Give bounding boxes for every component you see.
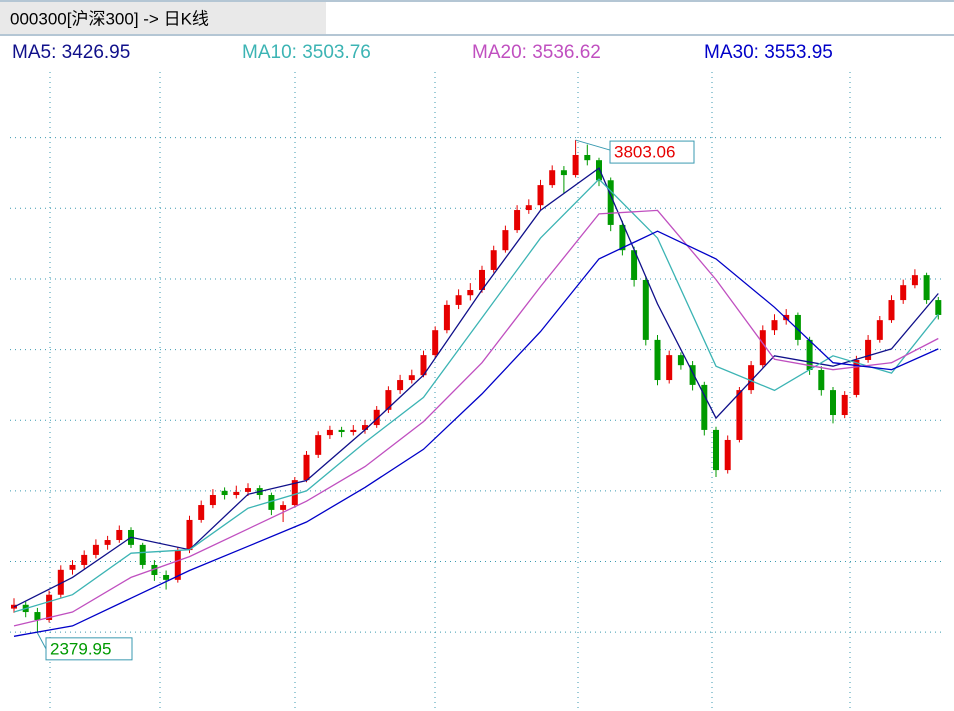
candle-body: [830, 390, 836, 416]
candle-body: [315, 435, 322, 455]
candle-body: [408, 375, 415, 381]
candle-body: [677, 355, 684, 366]
candle-body: [666, 355, 673, 381]
candle-body: [326, 429, 333, 436]
candle-body: [853, 359, 860, 395]
candle-body: [221, 490, 228, 496]
candle-body: [689, 365, 696, 385]
candle-body: [116, 529, 123, 541]
candle-body: [268, 495, 275, 510]
candle-body: [34, 612, 41, 621]
candle-body: [572, 154, 579, 176]
candle-body: [209, 495, 216, 506]
legend-entry: MA10: 3503.76: [242, 42, 371, 63]
candle-body: [759, 330, 766, 366]
candle-body: [806, 339, 813, 371]
candle-body: [514, 210, 521, 231]
candle-body: [186, 519, 193, 551]
candle-body: [865, 339, 872, 360]
candle-body: [911, 275, 918, 286]
high-label: 3803.06: [614, 143, 675, 162]
candle-body: [163, 575, 170, 580]
legend-entry: MA30: 3553.95: [704, 42, 833, 63]
candle-body: [888, 300, 895, 321]
candle-body: [432, 330, 439, 356]
low-label: 2379.95: [50, 639, 111, 658]
candle-body: [935, 300, 942, 315]
candle-body: [420, 355, 427, 376]
candle-body: [104, 540, 111, 545]
candle-body: [151, 564, 158, 575]
candle-body: [549, 170, 556, 186]
candle-body: [350, 429, 357, 432]
candle-body: [69, 564, 76, 570]
candle-body: [654, 339, 661, 381]
candle-body: [642, 279, 649, 340]
candle-body: [397, 380, 404, 391]
candle-body: [713, 429, 719, 471]
high-pointer: [575, 139, 611, 151]
candle-body: [841, 394, 848, 416]
chart-title: 000300[沪深300] -> 日K线: [10, 9, 209, 28]
candle-body: [139, 544, 146, 565]
candle-body: [198, 505, 205, 520]
candle-body: [560, 170, 567, 176]
candle-body: [701, 384, 708, 430]
candle-body: [467, 290, 474, 296]
candle-body: [385, 390, 392, 410]
candle-body: [291, 480, 298, 506]
candle-body: [57, 569, 64, 595]
ma-line: [13, 167, 939, 608]
legend-entry: MA5: 3426.95: [12, 42, 130, 63]
candle-body: [233, 491, 240, 496]
candle-body: [280, 505, 287, 510]
candle-body: [174, 550, 181, 580]
ma-line: [13, 178, 939, 613]
candle-body: [46, 594, 53, 621]
candle-body: [748, 365, 755, 391]
candle-body: [502, 230, 509, 251]
candle-body: [596, 160, 602, 181]
low-label-box: [45, 637, 133, 661]
candle-body: [362, 425, 368, 430]
legend-entry: MA20: 3536.62: [472, 42, 601, 63]
ma-line: [13, 209, 939, 627]
candle-body: [794, 314, 801, 340]
title-bar: [0, 2, 326, 34]
candle-body: [81, 554, 88, 565]
high-label-box: [609, 140, 695, 164]
candle-body: [771, 320, 778, 331]
candle-body: [876, 320, 883, 340]
candle-body: [537, 185, 544, 206]
low-pointer: [36, 632, 47, 650]
candle-body: [303, 454, 310, 481]
ma-line: [13, 230, 939, 637]
candle-body: [92, 544, 99, 555]
candle-body: [724, 439, 731, 471]
candle-body: [900, 285, 907, 301]
candle-body: [923, 275, 930, 301]
candle-body: [607, 180, 614, 225]
candle-body: [525, 205, 532, 211]
candle-body: [373, 409, 380, 426]
candle-body: [584, 154, 591, 161]
candle-body: [490, 250, 497, 270]
candle-body: [443, 304, 450, 331]
candle-body: [736, 390, 743, 440]
candle-body: [818, 370, 825, 391]
candle-body: [245, 488, 251, 492]
candle-body: [631, 250, 638, 280]
candle-body: [338, 429, 345, 432]
candle-body: [619, 224, 626, 251]
candle-body: [455, 295, 462, 305]
candle-body: [479, 269, 485, 291]
